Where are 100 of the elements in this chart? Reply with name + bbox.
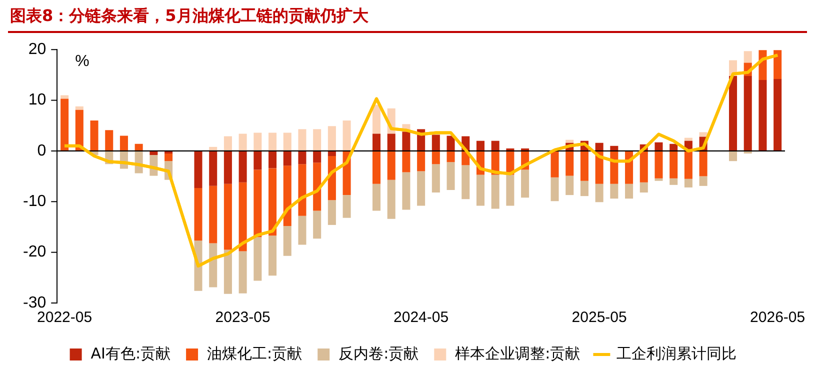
bar	[476, 140, 484, 151]
bar	[60, 95, 69, 99]
bar	[268, 236, 277, 276]
bar	[699, 176, 708, 186]
bar	[402, 172, 410, 210]
bar	[432, 164, 440, 193]
bar	[372, 184, 381, 211]
bar	[313, 150, 322, 163]
bar	[254, 150, 262, 170]
bar	[417, 150, 426, 172]
bar	[268, 132, 277, 151]
x-tick-label: 2022-05	[37, 309, 92, 326]
bar	[580, 150, 588, 181]
bar	[238, 182, 247, 252]
bar	[432, 134, 440, 151]
bar	[298, 164, 306, 216]
bar	[744, 76, 752, 151]
bar	[342, 120, 351, 151]
bar	[580, 180, 588, 196]
bar	[238, 251, 247, 294]
bar	[298, 150, 306, 164]
bar	[387, 180, 396, 219]
y-tick-label: 10	[28, 92, 46, 109]
bar	[729, 76, 738, 151]
bar	[446, 150, 455, 162]
bar	[254, 237, 262, 281]
bar	[610, 184, 618, 199]
bar	[446, 136, 455, 151]
bar	[283, 166, 292, 226]
bar	[90, 120, 98, 151]
bar	[758, 80, 767, 151]
bar	[744, 51, 752, 63]
chart-title: 图表8：分链条来看，5月油煤化工链的贡献仍扩大	[8, 6, 807, 33]
bar	[506, 174, 514, 206]
bar	[209, 186, 218, 244]
bar	[209, 150, 218, 186]
bar	[268, 150, 277, 168]
bar	[238, 150, 247, 182]
bar	[194, 150, 202, 188]
bar	[60, 98, 69, 151]
bar	[566, 140, 574, 143]
bar	[120, 136, 128, 151]
bar	[283, 226, 292, 256]
bar	[224, 250, 232, 294]
bar	[372, 134, 381, 151]
bar	[298, 129, 306, 151]
bar	[774, 78, 782, 151]
bar	[372, 150, 381, 184]
bar	[684, 178, 692, 188]
bar	[774, 50, 782, 79]
bar	[402, 150, 410, 172]
bar	[283, 132, 292, 151]
bar	[313, 210, 322, 239]
bar	[268, 168, 277, 236]
bar	[283, 150, 292, 166]
bar	[328, 126, 336, 151]
bar	[521, 170, 530, 198]
bar	[298, 216, 306, 245]
bar	[491, 140, 500, 151]
bar	[654, 178, 663, 181]
bar	[254, 170, 262, 238]
bar	[224, 136, 232, 151]
bar	[566, 150, 574, 176]
bar	[328, 200, 336, 225]
y-tick-label: 0	[37, 142, 46, 160]
bar	[75, 106, 84, 110]
y-tick-label: -30	[23, 294, 46, 312]
bar	[699, 132, 708, 137]
y-axis-title: %	[75, 53, 90, 70]
bar	[417, 171, 426, 206]
x-tick-label: 2023-05	[215, 309, 270, 326]
bar	[640, 150, 648, 182]
x-tick-label: 2025-05	[572, 309, 627, 326]
y-tick-label: -10	[23, 193, 46, 210]
bar	[684, 138, 692, 141]
bar	[313, 162, 322, 211]
bar	[224, 150, 232, 184]
bar	[566, 176, 574, 196]
bar	[729, 150, 738, 162]
bar	[105, 130, 114, 151]
bar	[75, 110, 84, 151]
bar	[209, 243, 218, 288]
bar	[654, 150, 663, 178]
bar	[476, 174, 484, 206]
bar	[550, 150, 559, 178]
bar	[491, 174, 500, 209]
y-tick-label: 20	[28, 41, 46, 58]
bar	[595, 184, 604, 202]
bar	[462, 165, 470, 200]
bar	[328, 156, 336, 200]
bar	[372, 104, 381, 134]
bar	[194, 188, 202, 241]
legend-label: AI有色:贡献	[90, 344, 171, 362]
legend-label: 油煤化工:贡献	[207, 344, 302, 362]
legend-label: 反内卷:贡献	[338, 344, 419, 362]
bar	[640, 182, 648, 193]
bar	[654, 142, 663, 151]
bar	[402, 132, 410, 151]
bar	[254, 132, 262, 151]
bar	[387, 134, 396, 151]
